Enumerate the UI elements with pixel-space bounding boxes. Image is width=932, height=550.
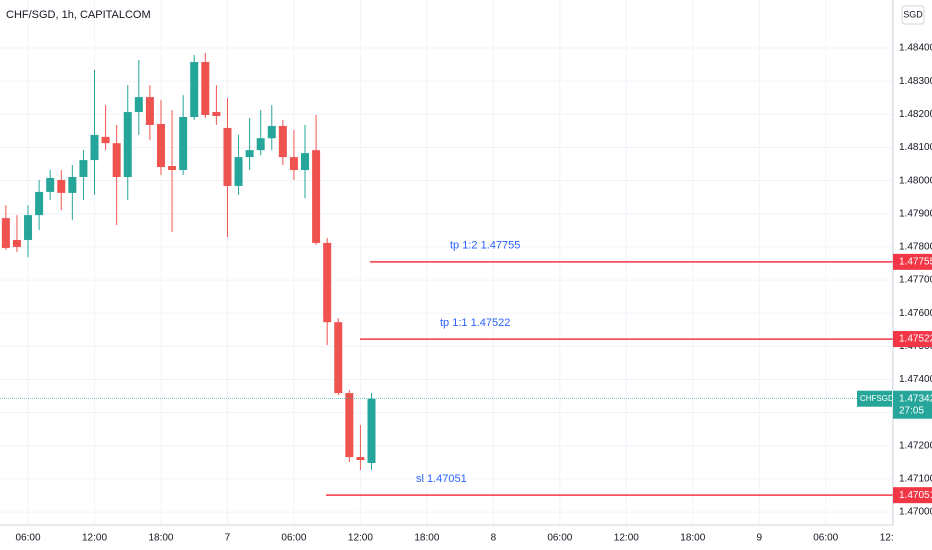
y-tick-label: 1.48300 (899, 76, 932, 87)
candle-body (312, 150, 321, 243)
candle-body (24, 215, 33, 240)
candle-body (68, 176, 77, 193)
y-tick-label: 1.47700 (899, 275, 932, 286)
level-annotation: tp 1:1 1.47522 (440, 317, 510, 329)
countdown: 27:05 (899, 405, 924, 416)
candle-body (301, 153, 310, 171)
currency[interactable]: SGD (903, 9, 923, 19)
candle-body (156, 123, 165, 168)
x-tick-label: 18:00 (680, 533, 705, 544)
x-tick-label: 7 (225, 533, 231, 544)
x-tick-label: 12:00 (614, 533, 639, 544)
price-label: 1.47342 (899, 393, 932, 404)
candle-body (323, 242, 332, 323)
level-badge (893, 253, 932, 270)
candle-body (1, 218, 10, 248)
y-tick-label: 1.47200 (899, 440, 932, 451)
level-annotation: tp 1:2 1.47755 (450, 240, 520, 252)
candle-body (223, 127, 232, 186)
x-tick-label: 06:00 (16, 533, 41, 544)
price-badge (893, 390, 932, 419)
grid: 06:00 12:00 18:00 7 06:00 12:00 18:00 8 06:00 12:… (0, 0, 905, 544)
candle-body (112, 143, 121, 177)
level-badge-label: 1.47755 (899, 256, 932, 267)
candle-body (79, 160, 88, 177)
candle-body (234, 157, 243, 186)
level-badge-label: 1.47051 (899, 490, 932, 501)
candle-body (201, 61, 210, 116)
candle-body (289, 157, 298, 171)
x-tick-label: 06:00 (547, 533, 572, 544)
y-tick-label: 1.47000 (899, 507, 932, 518)
level-badge (893, 331, 932, 348)
chart-title: CHF/SGD, 1h, CAPITALCOM (6, 9, 151, 21)
candle-body (35, 191, 44, 216)
y-tick-label: 1.48100 (899, 142, 932, 153)
candle-body (190, 61, 199, 117)
y-tick-label: 1.47400 (899, 374, 932, 385)
y-tick-label: 1.48400 (899, 43, 932, 54)
candle-body (57, 179, 66, 193)
level-badge (893, 487, 932, 504)
y-tick-label: 1.47100 (899, 474, 932, 485)
candle-body (90, 134, 99, 161)
candle-body (168, 166, 177, 171)
candle-body (256, 138, 265, 151)
candle-body (212, 112, 221, 117)
x-tick-label: 18:00 (414, 533, 439, 544)
level-badge-label: 1.47522 (899, 334, 932, 345)
x-tick-label: 12:00 (82, 533, 107, 544)
x-tick-label: 12:00 (880, 533, 905, 544)
x-tick-label: 06:00 (813, 533, 838, 544)
symbol-badge (857, 390, 892, 407)
y-tick-label: 1.48000 (899, 175, 932, 186)
x-tick-label: 18:00 (148, 533, 173, 544)
candle-body (278, 125, 287, 158)
symbol-label: CHFSGD (860, 394, 894, 403)
candle-body (101, 136, 110, 144)
candle-body (345, 393, 354, 458)
candle-body (245, 150, 254, 158)
y-tick-label: 1.47800 (899, 242, 932, 253)
x-tick-label: 9 (756, 533, 762, 544)
labels: CHF/SGD, 1h, CAPITALCOM SGD (6, 5, 925, 25)
candle-body (179, 116, 188, 171)
candle-body (145, 97, 154, 125)
price-axis-bg (893, 0, 932, 550)
marks: tp 1:2 1.47755 tp 1:1 1.47522 sl 1.47051 (0, 53, 893, 496)
y-tick-label: 1.47600 (899, 308, 932, 319)
candle-body (12, 239, 21, 247)
currency-box[interactable] (901, 5, 925, 25)
y-tick-label: 1.47900 (899, 208, 932, 219)
level-annotation: sl 1.47051 (416, 473, 467, 485)
y-tick-label: 1.48200 (899, 109, 932, 120)
candle-body (267, 125, 276, 139)
candle-body (123, 112, 132, 177)
x-tick-label: 06:00 (281, 533, 306, 544)
candle-body (334, 322, 343, 394)
candle-body (46, 177, 55, 192)
candle-body (367, 398, 376, 464)
candle-body (356, 457, 365, 461)
candle-body (134, 97, 143, 113)
x-tick-label: 8 (491, 533, 497, 544)
x-tick-label: 12:00 (348, 533, 373, 544)
